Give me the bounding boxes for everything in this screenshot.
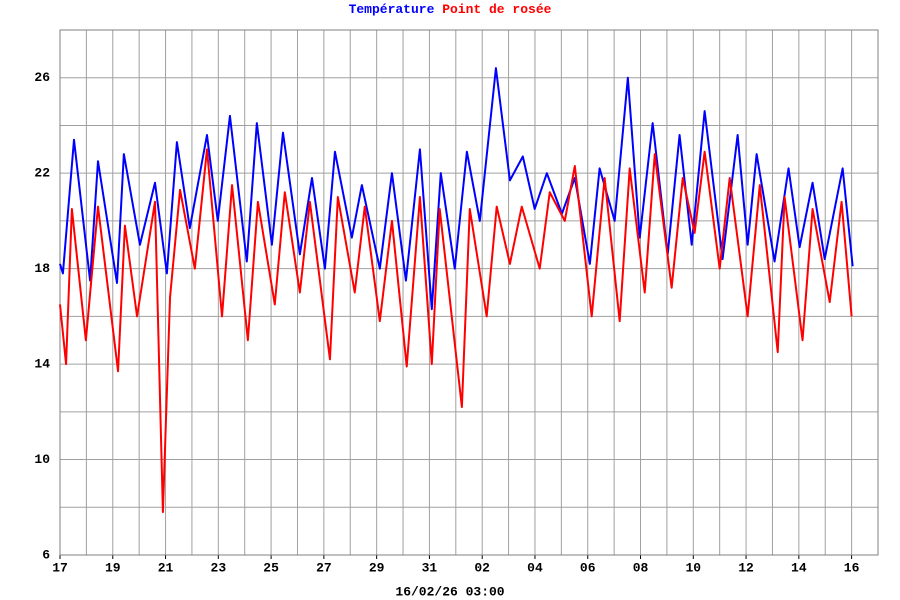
x-tick-label: 12: [738, 560, 754, 575]
x-tick-label: 25: [263, 560, 279, 575]
y-tick-label: 10: [34, 452, 50, 467]
x-tick-label: 04: [527, 560, 543, 575]
y-tick-label: 26: [34, 70, 50, 85]
y-tick-label: 14: [34, 357, 50, 372]
chart-title: Température Point de rosée: [349, 2, 552, 17]
x-tick-label: 16: [844, 560, 860, 575]
x-tick-label: 06: [580, 560, 596, 575]
x-axis-label: 16/02/26 03:00: [395, 584, 504, 599]
x-tick-label: 31: [422, 560, 438, 575]
x-tick-label: 27: [316, 560, 332, 575]
y-tick-label: 6: [42, 547, 50, 562]
x-tick-label: 19: [105, 560, 121, 575]
x-tick-label: 10: [685, 560, 701, 575]
y-tick-label: 22: [34, 166, 50, 181]
series-line: [59, 148, 853, 514]
series-line: [59, 67, 854, 311]
x-tick-label: 14: [791, 560, 807, 575]
y-tick-label: 18: [34, 261, 50, 276]
x-tick-label: 21: [158, 560, 174, 575]
x-tick-label: 08: [633, 560, 649, 575]
title-temperature: Température: [349, 2, 435, 17]
x-tick-label: 17: [52, 560, 68, 575]
x-tick-label: 29: [369, 560, 385, 575]
plot-border: [59, 29, 879, 556]
x-tick-label: 02: [474, 560, 490, 575]
title-dewpoint: Point de rosée: [442, 2, 551, 17]
x-tick-label: 23: [211, 560, 227, 575]
